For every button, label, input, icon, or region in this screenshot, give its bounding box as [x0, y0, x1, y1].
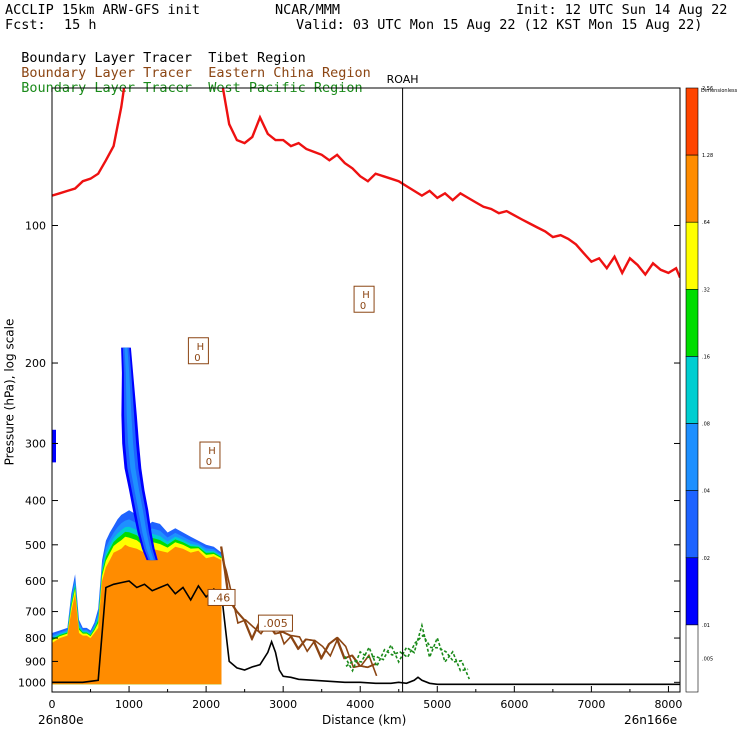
tracer-shade-orange	[52, 544, 222, 685]
legend-tibet: Boundary Layer Tracer Tibet Region	[5, 36, 306, 66]
wp-tracer-line-1	[345, 634, 471, 680]
colorbar-level: .01	[702, 623, 710, 629]
y-tick-label: 400	[25, 495, 46, 508]
tropopause-line	[52, 88, 680, 279]
y-tick-label: 500	[25, 539, 46, 552]
plume-band-1	[122, 347, 156, 561]
fcst-value: 15 h	[64, 17, 97, 33]
y-tick-label: 600	[25, 575, 46, 588]
x-tick-label: 7000	[577, 698, 605, 711]
colorbar-level: .02	[702, 556, 710, 562]
x-tick-label: 2000	[192, 698, 220, 711]
colorbar-swatch	[685, 289, 699, 357]
extremum-bottom: 0	[206, 457, 212, 468]
colorbar-level: .04	[702, 489, 710, 495]
y-tick-label: 100	[25, 220, 46, 233]
colorbar-level: .005	[702, 656, 713, 662]
extremum-bottom: 0	[194, 353, 200, 364]
y-tick-label: 900	[25, 655, 46, 668]
y-axis-label: Pressure (hPa), log scale	[2, 318, 17, 466]
x-tick-label: 5000	[423, 698, 451, 711]
extremum-top: H	[208, 446, 216, 457]
tibet-tracer-line	[52, 580, 680, 686]
y-tick-label: 700	[25, 606, 46, 619]
legend-tibet-region: Tibet Region	[208, 50, 306, 66]
colorbar-swatch	[685, 490, 699, 559]
legend-east: Boundary Layer Tracer Eastern China Regi…	[5, 51, 371, 81]
colorbar-swatch	[685, 356, 699, 424]
y-tick-label: 800	[25, 632, 46, 645]
colorbar-swatch	[685, 423, 699, 491]
colorbar-swatch	[685, 557, 699, 626]
east-tracer-line-0	[220, 546, 376, 669]
x-axis-label: Distance (km)	[322, 713, 407, 727]
y-tick-label: 1000	[18, 676, 46, 689]
left-endpoint: 26n80e	[38, 713, 84, 727]
init-time: Init: 12 UTC Sun 14 Aug 22	[516, 2, 728, 18]
legend-tibet-prefix: Boundary Layer Tracer	[21, 50, 192, 66]
contour-label: .005	[263, 617, 288, 630]
x-tick-label: 6000	[500, 698, 528, 711]
x-tick-label: 8000	[654, 698, 682, 711]
contour-label: .46	[213, 591, 231, 604]
contour-label-box	[207, 588, 236, 606]
contour-label-box	[257, 614, 293, 632]
east-tracer-line-2	[220, 546, 376, 669]
extremum-bottom: 0	[360, 301, 366, 312]
colorbar-swatch	[685, 624, 699, 693]
colorbar-title: Dimensionless	[701, 88, 738, 94]
colorbar-level: 1.28	[702, 153, 713, 159]
x-tick-label: 4000	[346, 698, 374, 711]
fcst-label: Fcst:	[5, 17, 46, 33]
plume-band-2	[124, 347, 154, 561]
valid-time: Valid: 03 UTC Mon 15 Aug 22 (12 KST Mon …	[296, 17, 703, 33]
colorbar-level: .64	[702, 220, 710, 226]
center-title: NCAR/MMM	[275, 2, 341, 18]
colorbar-level: .16	[702, 354, 710, 360]
colorbar-swatch	[685, 87, 699, 156]
wp-tracer-line-0	[344, 622, 469, 673]
extremum-box	[199, 441, 221, 469]
colorbar-swatch	[685, 154, 699, 223]
x-tick-label: 3000	[269, 698, 297, 711]
colorbar-level: .08	[702, 422, 710, 428]
right-endpoint: 26n166e	[624, 713, 678, 727]
extremum-box	[353, 285, 375, 313]
extremum-box	[187, 337, 209, 365]
edge-plume-patch	[52, 429, 56, 463]
y-tick-label: 300	[25, 437, 46, 450]
x-tick-label: 1000	[115, 698, 143, 711]
colorbar-level: 2.56	[702, 86, 713, 92]
model-title: ACCLIP 15km ARW-GFS init	[5, 2, 201, 18]
legend-east-region: Eastern China Region	[208, 65, 371, 81]
x-tick-label: 0	[49, 698, 56, 711]
colorbar-level: .32	[702, 287, 710, 293]
legend-east-prefix: Boundary Layer Tracer	[21, 65, 192, 81]
extremum-top: H	[197, 342, 205, 353]
y-tick-label: 200	[25, 357, 46, 370]
station-label: ROAH	[387, 73, 419, 86]
plot-frame	[51, 87, 681, 693]
colorbar-swatch	[685, 221, 699, 290]
extremum-top: H	[362, 290, 370, 301]
